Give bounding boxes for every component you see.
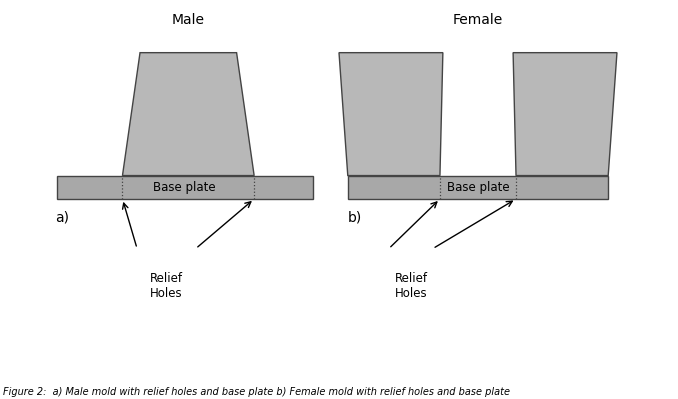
Text: b): b) — [348, 211, 362, 225]
Text: a): a) — [55, 211, 69, 225]
Polygon shape — [339, 53, 443, 176]
Text: Figure 2:  a) Male mold with relief holes and base plate b) Female mold with rel: Figure 2: a) Male mold with relief holes… — [3, 387, 511, 397]
Text: Base plate: Base plate — [447, 181, 509, 194]
Text: Female: Female — [453, 14, 503, 28]
Text: Male: Male — [172, 14, 205, 28]
Text: Relief
Holes: Relief Holes — [150, 272, 183, 300]
Polygon shape — [513, 53, 617, 176]
Text: Relief
Holes: Relief Holes — [395, 272, 428, 300]
Bar — [348, 176, 608, 199]
Text: Base plate: Base plate — [153, 181, 216, 194]
Polygon shape — [123, 53, 254, 176]
Bar — [57, 176, 313, 199]
